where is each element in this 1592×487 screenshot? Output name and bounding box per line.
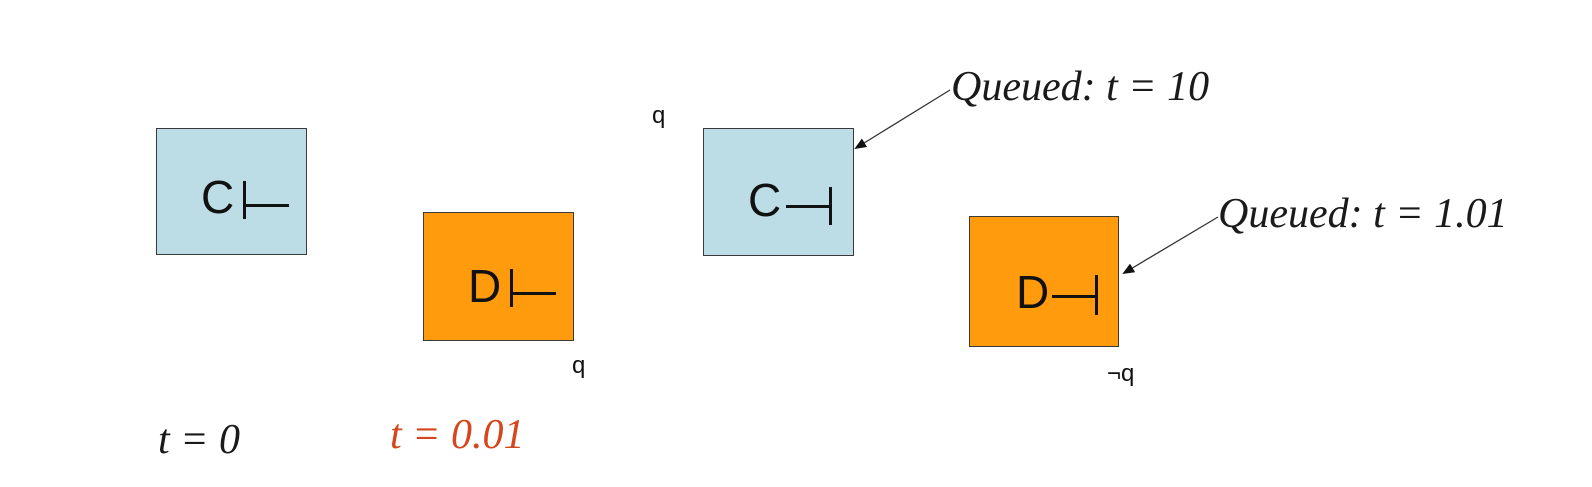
queue-label-d: Queued: t = 1.01	[1218, 191, 1508, 237]
box-d-start-letter: D	[468, 260, 502, 312]
box-d-end-not-q-label: ¬q	[1107, 360, 1135, 387]
arrow-to-box-d	[1122, 216, 1219, 275]
box-d-end-letter: D	[1016, 266, 1050, 318]
box-c-start-letter: C	[201, 171, 235, 223]
box-d-start: D	[423, 212, 574, 341]
box-d-start-q-label: q	[572, 352, 586, 379]
box-c-start: C	[156, 128, 307, 255]
box-c-end: C	[703, 128, 854, 256]
arrow-to-box-c	[854, 89, 951, 150]
box-c-end-letter: C	[748, 174, 782, 226]
queue-label-c: Queued: t = 10	[951, 64, 1210, 110]
reverse-turnstile-icon	[786, 187, 832, 225]
time-label-start: t = 0	[158, 417, 241, 463]
turnstile-icon	[243, 181, 289, 219]
turnstile-icon	[510, 269, 556, 307]
box-d-end: D	[969, 216, 1119, 347]
box-c-end-q-label: q	[652, 102, 666, 129]
time-label-current: t = 0.01	[390, 412, 525, 458]
reverse-turnstile-icon	[1052, 275, 1098, 315]
